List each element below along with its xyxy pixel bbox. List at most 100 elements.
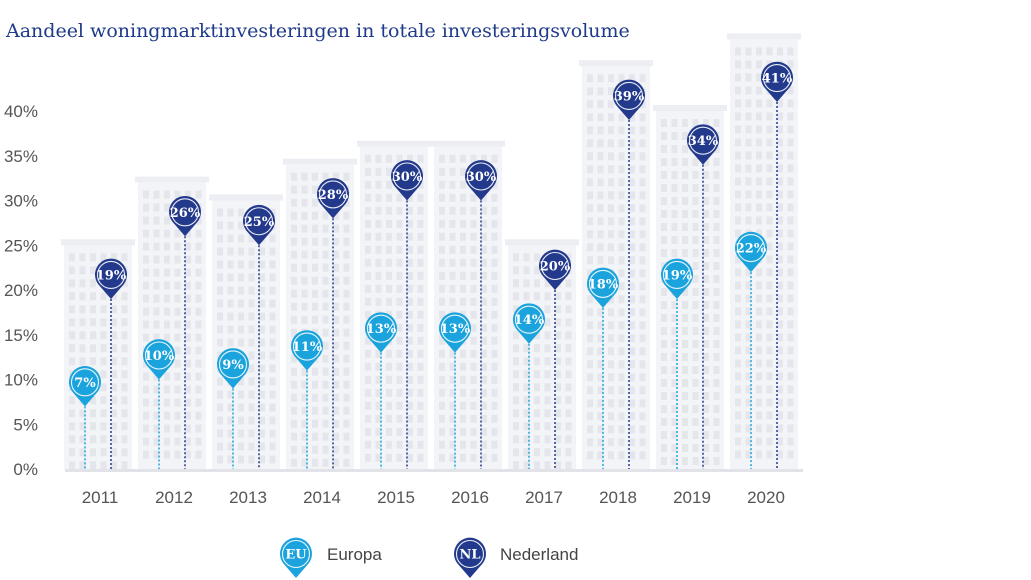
building-window xyxy=(745,190,752,199)
building-window xyxy=(238,221,244,230)
building-window xyxy=(639,139,646,148)
building-window xyxy=(322,367,329,376)
building-window xyxy=(787,112,794,121)
building-window xyxy=(121,279,128,288)
building-window xyxy=(587,152,593,161)
building-window xyxy=(682,353,688,361)
building-window xyxy=(417,271,424,280)
building-window xyxy=(111,305,117,314)
building-window xyxy=(544,331,551,340)
building-window xyxy=(291,315,297,324)
building-window xyxy=(682,392,688,400)
building-window xyxy=(396,440,403,449)
building-window xyxy=(227,429,234,438)
building-window xyxy=(386,427,392,436)
building-window xyxy=(629,178,635,187)
background-building xyxy=(579,60,653,469)
eu-point-ring xyxy=(144,341,174,370)
building-window xyxy=(481,414,487,423)
building-window xyxy=(639,191,646,200)
building-window xyxy=(682,418,688,426)
building-window xyxy=(470,206,477,215)
building-window xyxy=(703,379,709,387)
building-window xyxy=(491,349,498,358)
nl-point-ring xyxy=(762,64,792,93)
building-window xyxy=(460,193,466,202)
building-window xyxy=(227,442,234,451)
building-window xyxy=(343,393,350,402)
building-window xyxy=(449,271,456,280)
building-window xyxy=(470,388,477,397)
building-window xyxy=(164,307,170,316)
building-window xyxy=(565,461,572,470)
building-window xyxy=(185,242,191,251)
eu-point-label: 11% xyxy=(292,340,323,355)
building-window xyxy=(618,191,625,200)
building-window xyxy=(703,353,709,361)
building-window xyxy=(90,409,96,418)
building-window xyxy=(787,255,794,264)
building-window xyxy=(153,255,160,264)
building-window xyxy=(513,448,519,457)
building-window xyxy=(777,437,783,446)
building-window xyxy=(143,307,149,316)
building-window xyxy=(153,333,160,342)
building-window xyxy=(745,398,752,407)
building-window xyxy=(713,379,720,387)
building-window xyxy=(713,340,720,348)
building-window xyxy=(703,262,709,270)
building-window xyxy=(618,308,625,317)
building-window xyxy=(238,403,244,412)
building-window xyxy=(597,438,604,447)
building-window xyxy=(291,432,297,441)
building-window xyxy=(766,450,773,459)
y-tick-label: 5% xyxy=(13,415,38,434)
building-window xyxy=(703,275,709,283)
building-window xyxy=(79,318,86,327)
building-window xyxy=(608,243,614,252)
building-window xyxy=(386,154,392,163)
building-window xyxy=(608,178,614,187)
building-window xyxy=(164,294,170,303)
building-window xyxy=(407,323,413,332)
building-window xyxy=(618,399,625,408)
building-window xyxy=(639,165,646,174)
building-window xyxy=(523,396,530,405)
building-window xyxy=(185,255,191,264)
building-window xyxy=(618,204,625,213)
building-window xyxy=(449,232,456,241)
building-window xyxy=(745,73,752,82)
building-window xyxy=(756,346,762,355)
building-window xyxy=(195,294,202,303)
building-window xyxy=(766,99,773,108)
building-window xyxy=(682,327,688,335)
baseline-layer xyxy=(65,469,803,472)
building-window xyxy=(100,422,107,431)
eu-point-ring xyxy=(366,314,396,343)
building-window xyxy=(153,450,160,459)
x-tick-label: 2016 xyxy=(451,488,489,507)
building-window xyxy=(544,448,551,457)
building-window xyxy=(587,321,593,330)
building-window xyxy=(587,425,593,434)
building-window xyxy=(470,323,477,332)
nl-point-shape xyxy=(316,178,349,219)
building-window xyxy=(713,197,720,205)
building-window xyxy=(238,455,244,464)
building-window xyxy=(756,86,762,95)
building-window xyxy=(629,256,635,265)
building-window xyxy=(671,236,678,244)
building-window xyxy=(375,167,382,176)
building-window xyxy=(745,112,752,121)
building-window xyxy=(365,310,371,319)
building-window xyxy=(449,206,456,215)
building-window xyxy=(745,359,752,368)
building-window xyxy=(787,359,794,368)
building-window xyxy=(555,448,561,457)
building-window xyxy=(523,383,530,392)
building-window xyxy=(766,125,773,134)
building-window xyxy=(407,349,413,358)
building-window xyxy=(111,448,117,457)
building-window xyxy=(766,281,773,290)
nl-point-shape xyxy=(539,249,571,290)
